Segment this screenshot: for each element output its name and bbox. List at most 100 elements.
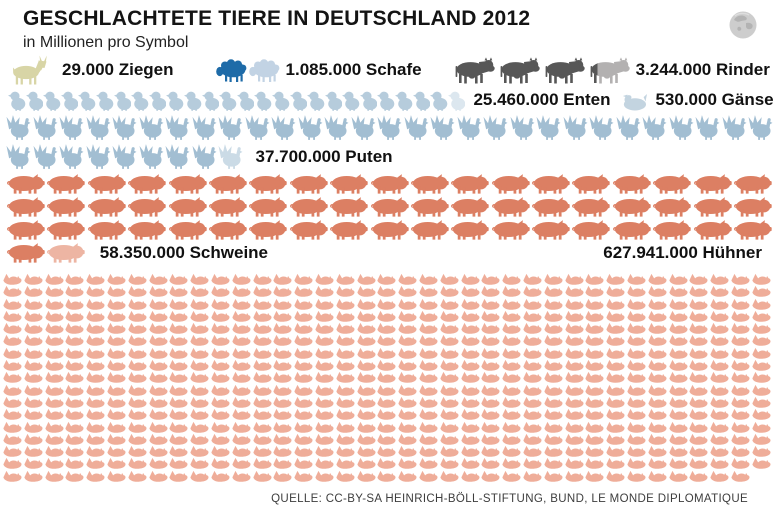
hen-icon	[647, 347, 668, 359]
pig-icon	[530, 219, 570, 240]
hen-icon	[44, 371, 65, 384]
hen-icon	[23, 359, 44, 371]
hen-icon	[189, 421, 210, 433]
hen-icon	[730, 322, 751, 334]
pig-icon	[86, 196, 126, 217]
hen-icon	[356, 322, 377, 334]
hen-icon	[730, 421, 751, 433]
pig-icon	[369, 196, 409, 217]
pig-icon	[288, 196, 328, 217]
pig-icon	[167, 219, 207, 240]
turkey-icon	[217, 114, 244, 140]
pig-icon	[732, 219, 772, 240]
hen-icon	[231, 322, 252, 334]
row-small-livestock: 29.000 Ziegen 1.085.000 Schafe 3.244.000…	[0, 53, 774, 87]
hen-icon	[668, 408, 689, 421]
hen-icon	[85, 445, 106, 457]
hen-icon	[709, 384, 730, 396]
turkey-icon	[85, 143, 112, 169]
hen-icon	[23, 322, 44, 334]
hen-icon	[252, 310, 273, 322]
hen-icon	[460, 371, 481, 384]
turkey-icon	[191, 143, 218, 169]
hen-icon	[522, 433, 543, 445]
hen-icon	[356, 273, 377, 285]
hen-icon	[189, 433, 210, 445]
turkey-icon	[482, 114, 509, 140]
hen-icon	[293, 310, 314, 322]
hen-icon	[106, 445, 127, 457]
hen-icon	[647, 310, 668, 322]
pig-icon	[45, 196, 86, 217]
hen-icon	[647, 457, 668, 470]
hen-icon	[418, 421, 439, 433]
hen-icon	[252, 322, 273, 334]
pig-icon	[5, 173, 45, 194]
hen-icon	[480, 322, 501, 334]
hen-icon	[272, 334, 293, 347]
hen-icon	[605, 384, 626, 396]
hen-icon	[418, 310, 439, 322]
hen-icon	[688, 322, 709, 334]
hen-icon	[23, 347, 44, 359]
turkey-icon	[85, 114, 112, 140]
hen-icon	[605, 273, 626, 285]
hen-icon	[730, 310, 751, 322]
hen-icon	[314, 273, 335, 285]
hen-icon	[751, 347, 772, 359]
pig-icon	[369, 219, 409, 240]
hen-icon	[64, 359, 85, 371]
hen-icon	[210, 384, 231, 396]
turkey-icon	[164, 114, 191, 140]
row-ducks-geese: 25.460.000 Enten 530.000 Gänse	[0, 87, 774, 111]
hen-icon	[397, 285, 418, 298]
hen-icon	[668, 310, 689, 322]
hen-icon	[44, 470, 65, 482]
pig-icon	[86, 173, 126, 194]
pig-icon	[167, 173, 207, 194]
hen-icon	[543, 359, 564, 371]
hen-icon	[501, 445, 522, 457]
hen-icon	[626, 408, 647, 421]
cow-icon	[497, 56, 540, 84]
hen-icon	[688, 273, 709, 285]
hen-icon	[148, 310, 169, 322]
turkey-icon	[297, 114, 324, 140]
cow-icon	[452, 56, 495, 84]
pig-icon	[288, 219, 328, 240]
hen-icon	[2, 273, 23, 285]
hen-icon	[376, 445, 397, 457]
hen-icon	[647, 384, 668, 396]
hen-icon	[688, 310, 709, 322]
duck-icon	[25, 91, 44, 111]
pig-icon	[45, 173, 86, 194]
hen-icon	[647, 298, 668, 310]
hen-icon	[335, 433, 356, 445]
hen-icon	[647, 421, 668, 433]
hen-icon	[148, 457, 169, 470]
hen-icon	[418, 371, 439, 384]
pig-icon	[692, 196, 732, 217]
duck-icon	[359, 91, 378, 111]
hen-icon	[418, 347, 439, 359]
pig-icon	[570, 173, 611, 194]
hen-icon	[293, 273, 314, 285]
hen-icon	[127, 408, 148, 421]
hen-icon	[668, 445, 689, 457]
hen-icon	[564, 322, 585, 334]
hen-icon	[626, 359, 647, 371]
hen-icon	[23, 445, 44, 457]
hen-icon	[751, 285, 772, 298]
hen-icon	[85, 433, 106, 445]
hen-icon	[168, 359, 189, 371]
hen-icon	[668, 396, 689, 408]
hen-icon	[168, 322, 189, 334]
hen-icon	[605, 396, 626, 408]
hen-icon	[85, 396, 106, 408]
hen-icon	[709, 298, 730, 310]
hen-icon	[418, 322, 439, 334]
hen-icon	[647, 408, 668, 421]
pig-icon	[5, 242, 45, 263]
hen-icon	[64, 285, 85, 298]
hen-icon	[501, 408, 522, 421]
